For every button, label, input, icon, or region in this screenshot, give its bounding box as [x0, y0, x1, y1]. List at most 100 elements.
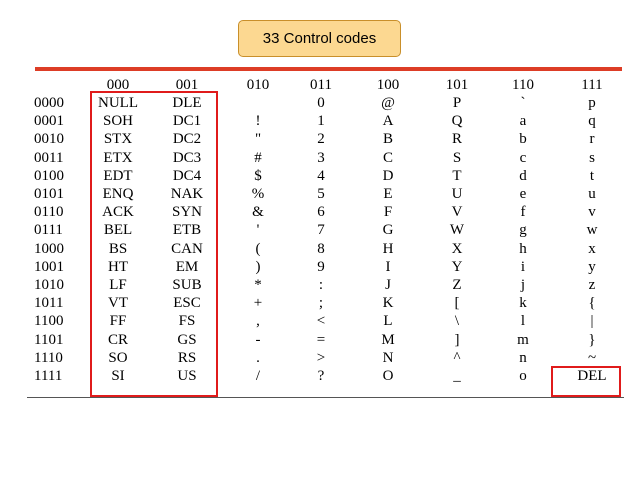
table-cell: 9: [317, 258, 325, 275]
table-cell: v: [588, 204, 596, 221]
table-cell: s: [589, 149, 595, 166]
table-cell: F: [383, 204, 393, 221]
table-cell: %: [251, 186, 265, 202]
table-cell: HT: [108, 258, 128, 275]
table-cell: @: [381, 95, 395, 111]
table-cell: A: [382, 113, 394, 130]
table-cell: *: [254, 277, 262, 293]
table-cell: SUB: [172, 277, 202, 293]
table-cell: z: [588, 277, 596, 293]
table-cell: n: [519, 349, 527, 366]
table-cell: &: [252, 204, 264, 221]
row-header: 1010: [34, 277, 64, 293]
table-bottom-rule: [27, 397, 624, 398]
table-cell: SYN: [171, 204, 202, 221]
table-cell: S: [452, 149, 462, 166]
table-cell: g: [519, 222, 527, 239]
table-cell: }: [588, 331, 596, 348]
table-cell: {: [588, 295, 596, 312]
table-cell: BS: [108, 240, 128, 257]
table-cell: ]: [454, 331, 460, 348]
table-cell: I: [385, 258, 391, 275]
table-cell: \: [454, 313, 460, 330]
table-cell: j: [520, 277, 526, 293]
table-cell: ~: [587, 349, 597, 366]
table-cell: V: [451, 204, 463, 221]
table-cell: B: [382, 131, 393, 148]
table-cell: o: [519, 368, 527, 384]
table-cell: t: [589, 167, 595, 184]
column-header: 001: [175, 77, 199, 93]
table-cell: +: [253, 295, 263, 312]
table-cell: 2: [317, 131, 325, 148]
table-cell: l: [520, 313, 526, 330]
table-cell: DC2: [172, 131, 202, 148]
table-cell: 1: [317, 113, 325, 130]
table-cell: a: [519, 113, 527, 130]
column-header: 100: [376, 77, 400, 93]
row-header: 0100: [34, 167, 64, 184]
table-cell: Z: [452, 277, 462, 293]
table-cell: GS: [177, 331, 197, 348]
row-header: 0111: [34, 222, 63, 239]
row-header: 0000: [34, 95, 64, 111]
table-cell: $: [254, 167, 262, 184]
column-header: 110: [512, 77, 534, 93]
table-cell: c: [519, 149, 527, 166]
table-cell: US: [177, 368, 197, 384]
table-cell: #: [254, 149, 262, 166]
table-cell: :: [318, 277, 324, 293]
table-cell: >: [316, 349, 326, 366]
row-header: 1110: [34, 349, 63, 366]
table-cell: SOH: [102, 113, 133, 130]
table-cell: /: [255, 368, 261, 384]
column-header: 000: [106, 77, 130, 93]
table-cell: =: [316, 331, 326, 348]
column-header: 011: [310, 77, 332, 93]
table-cell: 5: [317, 186, 325, 202]
table-cell: DC1: [172, 113, 202, 130]
table-cell: -: [255, 331, 261, 348]
table-cell: J: [385, 277, 391, 293]
table-cell: _: [453, 368, 461, 384]
table-cell: ENQ: [102, 186, 134, 202]
table-cell: Y: [451, 258, 463, 275]
table-cell: 8: [317, 240, 325, 257]
table-cell: y: [588, 258, 596, 275]
table-cell: O: [382, 368, 394, 384]
row-header: 1101: [34, 331, 64, 348]
table-cell: f: [520, 204, 526, 221]
table-cell: x: [588, 240, 596, 257]
table-cell: [: [454, 295, 460, 312]
table-cell: ": [254, 131, 262, 148]
row-header: 1000: [34, 240, 64, 257]
table-cell: NULL: [98, 95, 138, 111]
table-cell: T: [452, 167, 462, 184]
column-header: 010: [246, 77, 270, 93]
table-cell: b: [519, 131, 527, 148]
table-cell: L: [383, 313, 393, 330]
table-cell: BEL: [103, 222, 133, 239]
table-cell: ): [255, 258, 261, 275]
table-cell: 3: [317, 149, 325, 166]
table-cell: DEL: [577, 368, 607, 384]
table-cell: M: [381, 331, 395, 348]
table-cell: r: [589, 131, 595, 148]
table-cell: ;: [318, 295, 324, 312]
table-cell: |: [590, 313, 594, 330]
row-header: 0010: [34, 131, 64, 148]
table-cell: 6: [317, 204, 325, 221]
table-cell: E: [383, 186, 393, 202]
row-header: 1001: [34, 258, 64, 275]
table-cell: SI: [111, 368, 125, 384]
table-cell: ESC: [173, 295, 201, 312]
table-cell: K: [382, 295, 394, 312]
table-cell: SO: [108, 349, 128, 366]
table-cell: w: [586, 222, 598, 239]
table-cell: VT: [108, 295, 128, 312]
table-cell: N: [382, 349, 394, 366]
table-cell: EM: [175, 258, 199, 275]
table-cell: <: [316, 313, 326, 330]
table-cell: Q: [451, 113, 463, 130]
table-cell: k: [519, 295, 527, 312]
